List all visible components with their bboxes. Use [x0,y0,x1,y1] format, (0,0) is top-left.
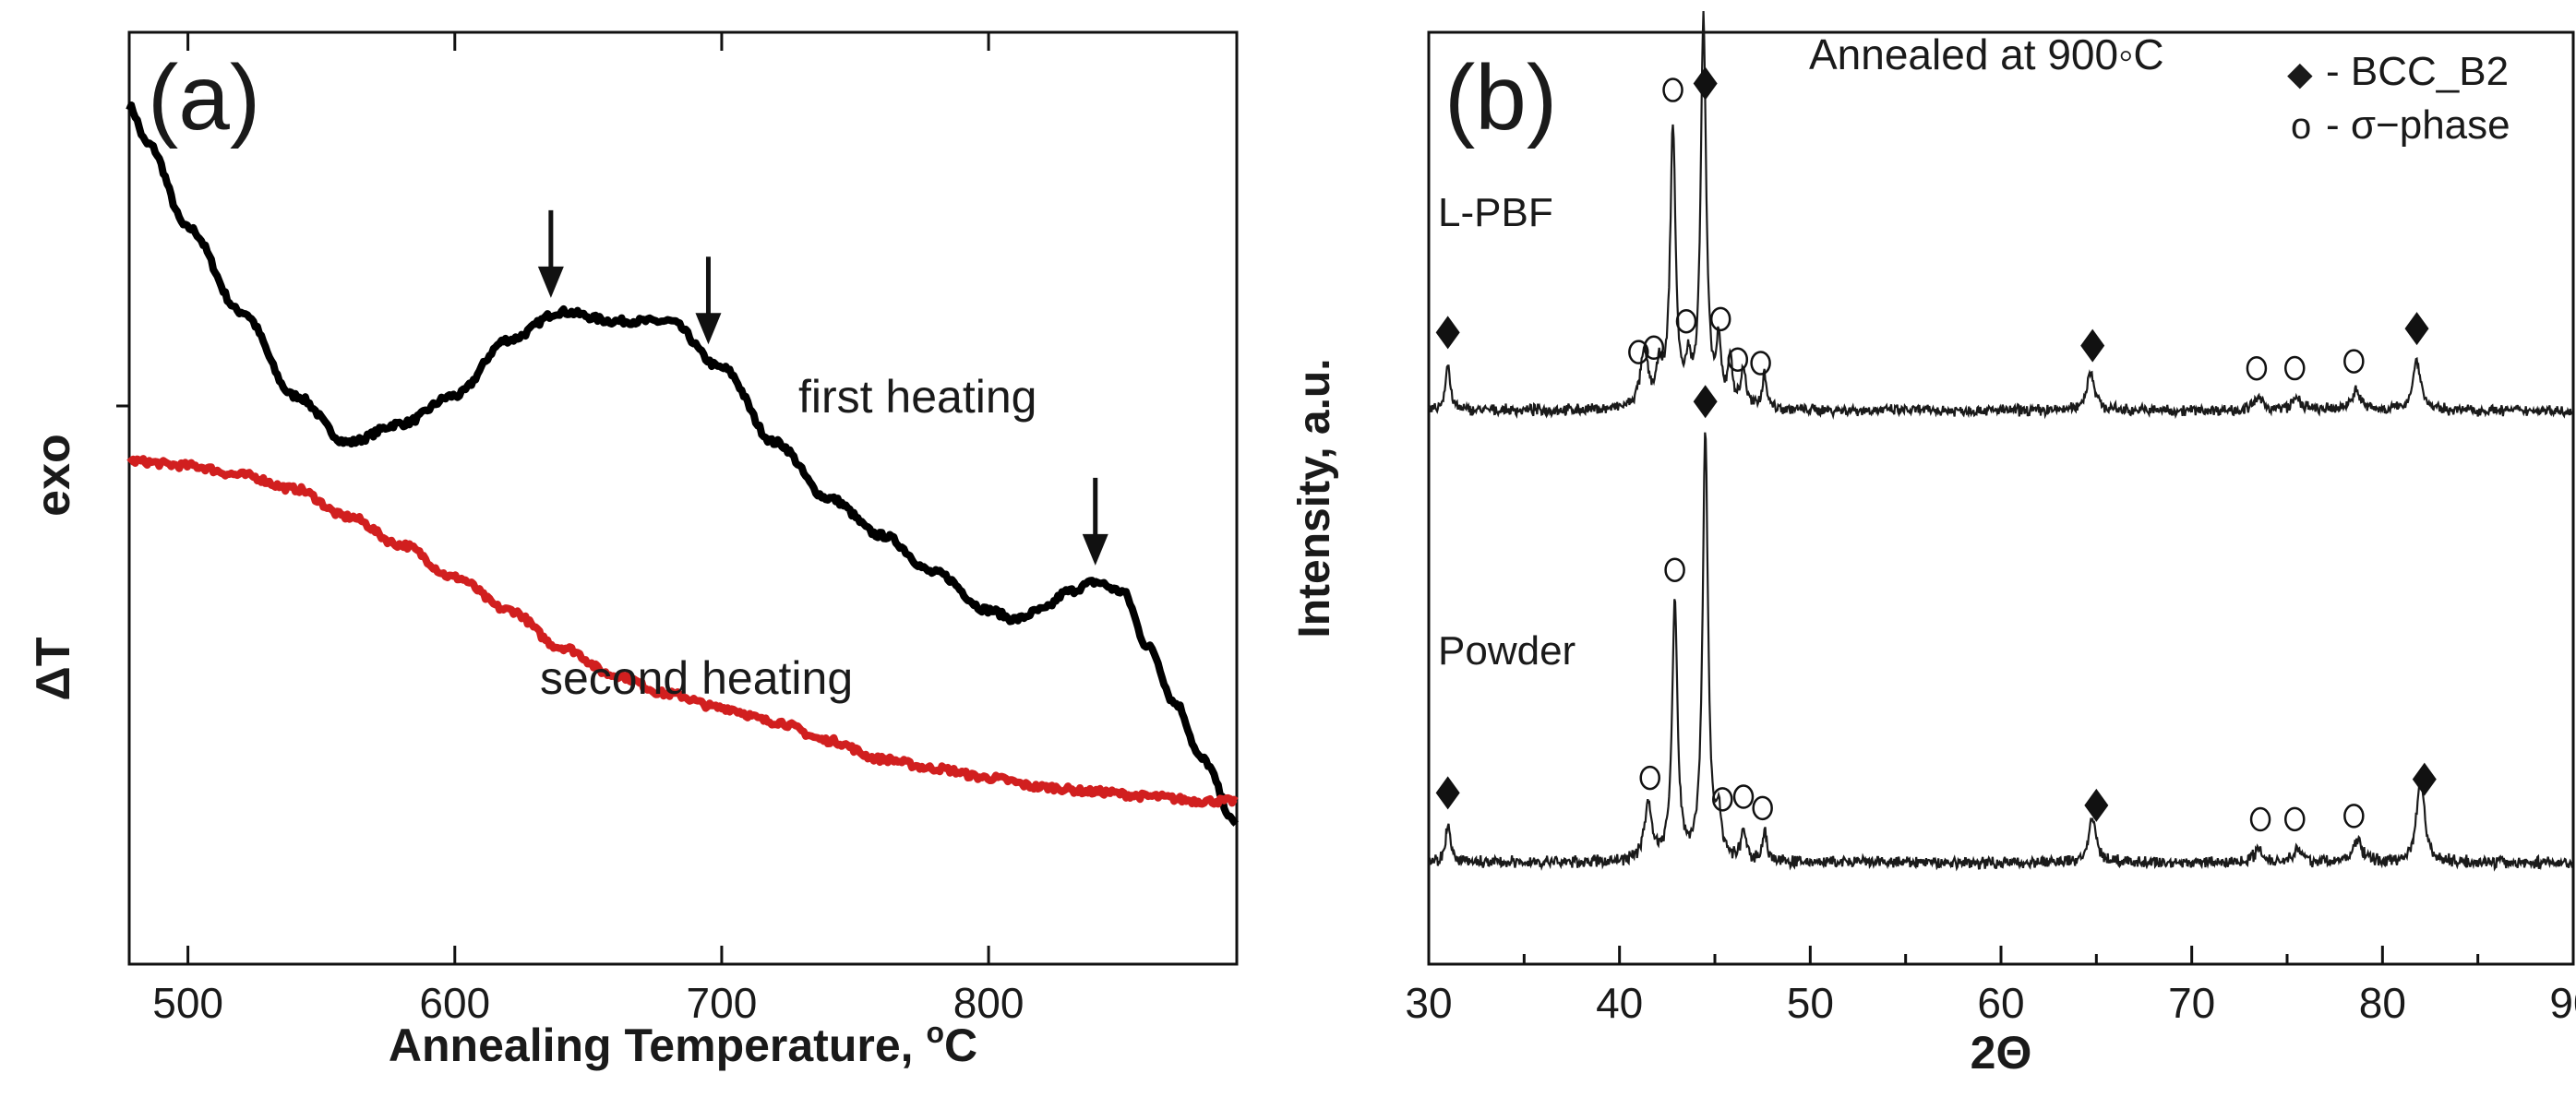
series-line-second-heating [126,455,1239,808]
legend-symbol-bcc-b2: ◆ [2287,54,2313,92]
panel-a-x-axis-label-superscript: o [926,1016,944,1049]
legend-symbol-sigma-phase: o [2291,106,2311,147]
annotation-arrow-2 [695,256,722,345]
marker-l-pbf-sigma-12 [2284,355,2306,381]
marker-powder-sigma-11 [2343,804,2365,829]
marker-powder-bcc-b2-12 [2412,762,2437,796]
annotation-arrow-1 [537,209,564,298]
panel-b-y-axis-label: Intensity, a.u. [1290,358,1339,638]
marker-l-pbf-bcc-b2-6 [1693,66,1718,101]
panel-b-marker-layer [1435,66,2437,832]
panel-a-x-tick-label-500: 500 [152,979,223,1027]
panel-a-series-layer [126,101,1240,827]
panel-a-label: (a) [148,46,260,149]
panel-b: 30 40 50 60 70 80 90 (b) Annealed at 900◦C ◆ -… [1290,10,2576,1079]
panel-b-x-tick-label-60: 60 [1977,979,2024,1027]
panel-a-arrow-layer [537,209,1108,566]
marker-powder-bcc-b2-4 [1693,385,1718,419]
panel-b-series-layer [1428,10,2574,872]
panel-a-x-tick-label-800: 800 [953,979,1024,1027]
marker-l-pbf-sigma-5 [1675,308,1697,334]
series-line-powder [1428,432,2574,872]
panel-b-title: Annealed at 900◦C [1809,30,2164,78]
panel-a-x-axis-label-unit: C [944,1019,977,1071]
panel-b-frame [1427,30,2575,966]
panel-b-x-axis-label: 2Θ [1971,1027,2032,1079]
series-line-first-heating [126,101,1240,827]
marker-l-pbf-sigma-13 [2343,349,2365,374]
marker-l-pbf-sigma-7 [1709,306,1731,332]
annotation-first-heating: first heating [798,371,1036,423]
series-label-powder: Powder [1438,628,1576,674]
panel-a-tick-layer: 500 600 700 800 [116,32,1024,1027]
legend-label-sigma-phase: - σ−phase [2326,102,2510,148]
marker-l-pbf-sigma-3 [1643,335,1665,361]
legend-label-bcc-b2: - BCC_B2 [2326,49,2509,94]
panel-a-x-tick-label-600: 600 [419,979,490,1027]
panel-a-y-axis-label-delta-t: ΔT [27,637,80,700]
series-line-l-pbf [1428,10,2574,420]
panel-b-legend: ◆ - BCC_B2 o - σ−phase [2287,49,2510,148]
panel-b-x-tick-label-80: 80 [2359,979,2406,1027]
series-label-l-pbf: L-PBF [1438,190,1553,235]
marker-powder-sigma-2 [1639,765,1660,791]
marker-l-pbf-sigma-4 [1662,78,1683,102]
marker-powder-sigma-6 [1732,784,1755,809]
marker-l-pbf-sigma-9 [1750,351,1771,376]
panel-a-y-axis-label-exo: exo [27,434,80,517]
annotation-second-heating: second heating [540,652,853,704]
panel-a: 500 600 700 800 (a) first heating second he… [27,30,1240,1071]
panel-a-frame [127,30,1239,966]
panel-b-x-tick-label-90: 90 [2549,979,2576,1027]
panel-b-x-tick-label-40: 40 [1596,979,1643,1027]
panel-a-x-axis-label: Annealing Temperature, oC [389,1016,977,1071]
marker-l-pbf-bcc-b2-1 [1435,316,1460,350]
marker-l-pbf-bcc-b2-14 [2404,312,2429,346]
panel-b-x-tick-label-30: 30 [1405,979,1452,1027]
marker-l-pbf-sigma-11 [2246,355,2268,381]
marker-l-pbf-sigma-8 [1727,347,1749,372]
marker-powder-bcc-b2-8 [2084,788,2109,822]
marker-l-pbf-bcc-b2-10 [2080,328,2105,363]
marker-powder-sigma-10 [2284,806,2306,832]
marker-powder-sigma-5 [1712,787,1733,812]
panel-b-x-tick-label-50: 50 [1787,979,1834,1027]
marker-powder-sigma-3 [1664,557,1685,582]
panel-b-tick-layer: 30 40 50 60 70 80 90 [1405,946,2576,1027]
annotation-arrow-3 [1082,477,1108,566]
marker-powder-sigma-7 [1752,795,1773,821]
panel-b-x-tick-label-70: 70 [2168,979,2215,1027]
marker-powder-bcc-b2-1 [1435,776,1460,810]
panel-b-label: (b) [1444,46,1557,149]
marker-powder-sigma-9 [2249,806,2271,832]
marker-l-pbf-sigma-2 [1628,340,1649,364]
panel-a-x-tick-label-700: 700 [687,979,758,1027]
